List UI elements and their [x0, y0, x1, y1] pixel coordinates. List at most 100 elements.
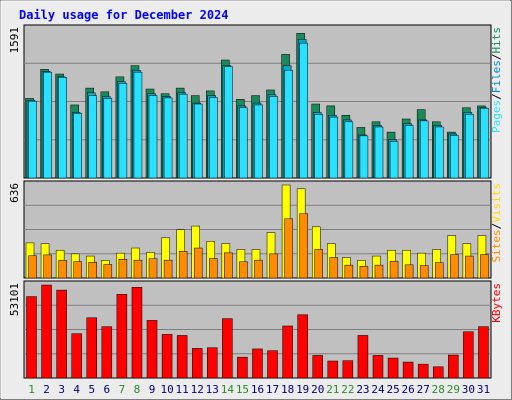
legend-label-visits: Sites/Visits	[490, 183, 503, 263]
bar-kbytes-day-7	[116, 294, 128, 379]
bar-kbytes-day-5	[86, 317, 98, 379]
bar-pages-day-8	[133, 71, 143, 179]
bar-pages-day-31	[480, 107, 489, 179]
x-tick-label: 22	[341, 383, 354, 396]
bar-kbytes-day-14	[222, 318, 233, 379]
bar-sites-day-19	[299, 213, 308, 279]
legend-label-requests: Pages/Files/Hits	[490, 27, 503, 133]
legend-part: Files	[490, 60, 503, 93]
bar-sites-day-17	[269, 253, 278, 279]
bar-sites-day-9	[148, 258, 158, 279]
bar-kbytes-day-4	[71, 333, 82, 379]
bar-sites-day-31	[480, 254, 489, 279]
bar-sites-day-23	[359, 266, 369, 279]
bar-pages-day-27	[419, 120, 429, 179]
bar-pages-day-12	[193, 103, 203, 179]
bar-kbytes-day-28	[432, 366, 444, 379]
x-tick-label: 28	[432, 383, 445, 396]
bar-kbytes-day-15	[237, 356, 248, 379]
chart-title: Daily usage for December 2024	[19, 8, 229, 22]
bar-pages-day-6	[103, 98, 113, 179]
bar-sites-day-30	[465, 255, 474, 279]
legend-part: Pages	[490, 100, 503, 133]
bar-kbytes-day-20	[312, 355, 323, 379]
bar-sites-day-10	[163, 259, 173, 279]
bar-sites-day-2	[43, 254, 52, 279]
bar-kbytes-day-16	[252, 348, 263, 379]
bar-sites-day-28	[434, 262, 444, 279]
x-tick-label: 4	[73, 383, 80, 396]
bar-kbytes-day-29	[448, 354, 459, 379]
bar-sites-day-21	[329, 257, 339, 279]
y-max-label: 636	[8, 183, 21, 203]
bar-pages-day-4	[73, 113, 82, 179]
bar-sites-day-1	[28, 255, 37, 279]
bar-kbytes-day-18	[282, 325, 293, 379]
bar-sites-day-15	[239, 261, 248, 279]
bar-sites-day-4	[73, 261, 82, 279]
bar-kbytes-day-1	[26, 296, 37, 379]
bar-pages-day-11	[178, 93, 188, 179]
x-tick-label: 17	[266, 383, 279, 396]
bar-sites-day-5	[88, 261, 98, 279]
panel-kbytes: 53101 KBytes	[8, 280, 503, 379]
legend-part: Sites	[490, 229, 503, 262]
bar-sites-day-18	[284, 218, 293, 279]
legend-part: /	[490, 223, 503, 230]
bar-sites-day-29	[450, 254, 459, 279]
bar-sites-day-13	[209, 258, 218, 279]
bar-sites-day-14	[224, 252, 233, 279]
x-tick-label: 26	[402, 383, 415, 396]
bar-sites-day-16	[254, 259, 263, 279]
bar-sites-day-25	[389, 260, 399, 279]
x-tick-label: 31	[477, 383, 490, 396]
bar-pages-day-29	[450, 135, 459, 179]
bar-kbytes-day-27	[417, 363, 429, 379]
x-tick-label: 24	[371, 383, 385, 396]
x-tick-label: 10	[160, 383, 173, 396]
x-tick-label: 11	[176, 383, 189, 396]
bar-sites-day-12	[193, 247, 203, 279]
bar-kbytes-day-19	[297, 314, 308, 379]
bar-sites-day-26	[404, 264, 414, 279]
bar-sites-day-6	[103, 264, 113, 279]
y-max-label: 53101	[8, 283, 21, 316]
bar-kbytes-day-13	[207, 347, 218, 379]
bar-kbytes-day-9	[146, 320, 158, 379]
bar-kbytes-day-25	[387, 357, 399, 379]
x-tick-label: 7	[119, 383, 126, 396]
bar-sites-day-20	[314, 249, 323, 279]
legend-part: /	[490, 54, 503, 61]
bar-pages-day-24	[374, 126, 384, 179]
bar-kbytes-day-2	[41, 284, 52, 379]
bar-kbytes-day-12	[191, 348, 203, 379]
legend-label-kbytes: KBytes	[490, 283, 503, 323]
x-tick-label: 2	[43, 383, 50, 396]
bar-sites-day-8	[133, 259, 143, 279]
bar-kbytes-day-23	[357, 335, 369, 379]
bar-pages-day-26	[404, 125, 414, 179]
bar-pages-day-25	[389, 141, 399, 179]
bar-kbytes-day-21	[327, 360, 339, 379]
x-tick-label: 9	[149, 383, 156, 396]
bar-kbytes-day-6	[101, 326, 113, 379]
bar-kbytes-day-11	[176, 335, 188, 379]
x-tick-label: 23	[356, 383, 369, 396]
bar-pages-day-22	[344, 121, 354, 179]
x-tick-label: 25	[386, 383, 399, 396]
bar-sites-day-22	[344, 264, 354, 279]
bar-kbytes-day-17	[267, 350, 278, 379]
bar-pages-day-15	[239, 107, 248, 179]
x-tick-label: 5	[88, 383, 95, 396]
bar-kbytes-day-3	[56, 289, 67, 379]
bar-sites-day-11	[178, 251, 188, 279]
y-max-label: 1591	[8, 27, 21, 54]
x-tick-label: 16	[251, 383, 264, 396]
x-tick-label: 12	[191, 383, 204, 396]
legend-part: KBytes	[490, 283, 503, 323]
bar-pages-day-13	[209, 97, 218, 179]
bar-kbytes-day-10	[161, 334, 173, 379]
legend-part: Visits	[490, 183, 503, 223]
bar-pages-day-28	[434, 126, 444, 179]
